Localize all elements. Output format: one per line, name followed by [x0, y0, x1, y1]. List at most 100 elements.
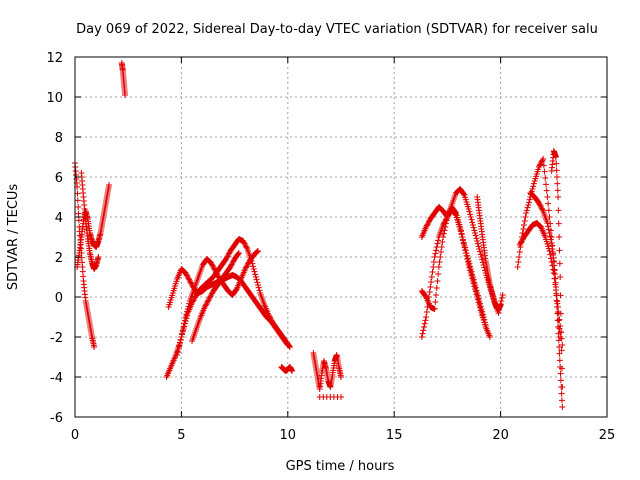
data-point — [481, 316, 488, 323]
data-point — [184, 274, 191, 280]
data-point — [554, 317, 561, 324]
axis-ticks — [74, 56, 608, 418]
data-point — [559, 384, 566, 390]
data-point — [223, 254, 230, 261]
y-tick-label: 6 — [55, 171, 63, 186]
y-tick-label: -6 — [50, 411, 63, 426]
data-point — [478, 254, 485, 260]
data-point — [556, 357, 563, 364]
data-point — [188, 280, 195, 287]
data-point — [254, 279, 261, 286]
data-point — [541, 168, 548, 175]
data-point — [284, 342, 291, 348]
data-point — [182, 270, 189, 276]
data-point — [242, 266, 249, 272]
data-point — [542, 181, 549, 188]
data-point — [440, 222, 447, 228]
data-point — [181, 320, 188, 327]
data-point — [545, 226, 552, 233]
data-point — [213, 270, 220, 277]
data-point — [252, 271, 259, 278]
x-tick-label: 10 — [280, 428, 297, 443]
data-point — [423, 222, 430, 229]
data-point — [106, 182, 113, 188]
data-point — [476, 246, 483, 252]
data-point — [517, 240, 524, 247]
data-point — [208, 292, 215, 298]
data-point — [338, 394, 344, 400]
data-point — [558, 329, 565, 335]
data-point — [452, 211, 459, 217]
data-point — [209, 262, 216, 269]
data-point — [428, 274, 435, 280]
data-point — [438, 249, 445, 255]
data-point — [179, 327, 186, 334]
data-point — [440, 220, 447, 227]
y-tick-label: 8 — [55, 131, 63, 146]
data-point — [185, 303, 192, 310]
data-point — [538, 158, 545, 165]
data-point — [208, 290, 215, 297]
data-point — [539, 157, 546, 164]
data-point — [75, 204, 82, 210]
data-point — [469, 219, 476, 226]
data-point — [544, 220, 551, 226]
data-point — [465, 206, 472, 212]
data-point — [538, 205, 545, 212]
data-point — [253, 276, 260, 283]
data-point — [516, 242, 523, 248]
data-point — [206, 294, 213, 301]
data-point — [543, 187, 550, 194]
data-point — [244, 262, 251, 268]
data-point — [472, 232, 479, 239]
data-point — [436, 259, 443, 265]
data-point — [556, 234, 563, 240]
data-point — [554, 187, 561, 194]
data-point — [467, 263, 474, 270]
data-point — [440, 230, 447, 237]
data-point — [558, 347, 565, 354]
data-point — [435, 264, 442, 270]
data-point — [469, 274, 476, 280]
x-tick-label: 0 — [71, 428, 79, 443]
data-point — [423, 314, 430, 320]
data-point — [536, 201, 543, 208]
grid-lines — [75, 57, 607, 417]
data-point — [557, 310, 564, 317]
data-point — [480, 314, 487, 320]
data-point — [213, 269, 220, 276]
y-tick-label: 4 — [55, 211, 63, 226]
data-point — [206, 296, 213, 302]
data-point — [521, 222, 528, 228]
data-point — [424, 304, 431, 310]
data-point — [542, 175, 549, 181]
data-point — [203, 301, 210, 308]
data-point — [472, 284, 479, 291]
data-point — [474, 292, 481, 299]
data-point — [250, 263, 257, 270]
data-point — [227, 264, 234, 270]
data-point — [185, 275, 192, 282]
data-point — [475, 243, 482, 250]
data-point — [430, 264, 437, 270]
data-point — [466, 260, 473, 267]
data-point — [215, 273, 222, 280]
data-point — [458, 231, 465, 238]
data-point — [426, 289, 433, 295]
data-point — [427, 284, 434, 290]
data-point — [555, 337, 562, 344]
data-point — [420, 324, 427, 330]
data-point — [555, 194, 562, 200]
data-point — [557, 377, 564, 384]
y-tick-label: 10 — [46, 91, 63, 106]
data-point — [176, 343, 183, 349]
data-point — [477, 251, 484, 258]
data-point — [481, 319, 488, 326]
data-point — [499, 292, 506, 298]
data-point — [547, 233, 554, 240]
data-point — [253, 249, 260, 256]
series-sat-o — [474, 194, 504, 312]
data-point — [544, 194, 551, 200]
data-point — [525, 199, 532, 206]
